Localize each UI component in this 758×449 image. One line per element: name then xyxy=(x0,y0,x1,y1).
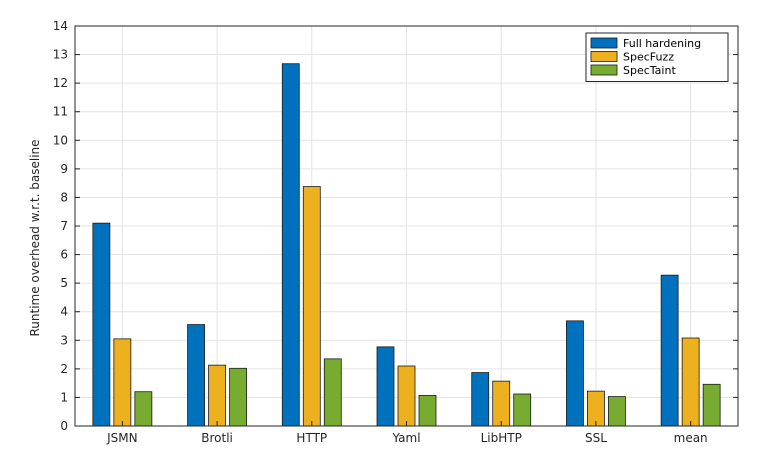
bar-spectaint xyxy=(608,396,626,427)
y-tick-label: 12 xyxy=(53,76,68,90)
x-tick-label: Yaml xyxy=(391,431,420,445)
bar-spectaint xyxy=(418,395,437,427)
legend-entry: Full hardening xyxy=(623,37,701,50)
bar-specfuzz xyxy=(208,364,226,427)
y-tick-label: 5 xyxy=(60,276,68,290)
y-axis-label: Runtime overhead w.r.t. baseline xyxy=(28,139,42,336)
x-tick-label: LibHTP xyxy=(481,431,522,445)
legend-entry: SpecTaint xyxy=(623,64,676,77)
x-tick-label: mean xyxy=(674,431,708,445)
bar-full-hardening xyxy=(187,324,205,427)
y-tick-label: 8 xyxy=(60,190,68,204)
bar-full-hardening xyxy=(92,222,111,427)
bar-specfuzz xyxy=(302,186,321,427)
legend-swatch xyxy=(590,51,618,62)
y-tick-label: 4 xyxy=(60,305,68,319)
y-tick-label: 14 xyxy=(53,19,68,33)
bars xyxy=(92,63,721,427)
bar-specfuzz xyxy=(587,390,605,427)
bar-spectaint xyxy=(702,383,721,427)
bar-spectaint xyxy=(323,358,342,427)
bar-full-hardening xyxy=(566,320,584,427)
y-tick-label: 11 xyxy=(53,105,68,119)
bar-spectaint xyxy=(134,391,153,427)
legend-swatch xyxy=(590,64,618,76)
x-tick-label: HTTP xyxy=(296,431,327,445)
x-ticks: JSMN Brotli HTTP Yaml LibHTP SSL mean xyxy=(106,421,708,445)
x-tick-label: Brotli xyxy=(201,431,233,445)
y-tick-label: 7 xyxy=(60,219,68,233)
bar-full-hardening xyxy=(660,274,679,427)
y-tick-label: 1 xyxy=(60,390,68,404)
y-tick-label: 9 xyxy=(60,162,68,176)
y-tick-label: 0 xyxy=(60,419,68,433)
x-tick-label: SSL xyxy=(585,431,607,445)
bar-specfuzz xyxy=(397,365,416,427)
bar-spectaint xyxy=(229,367,247,427)
y-tick-label: 2 xyxy=(60,362,68,376)
y-tick-label: 3 xyxy=(60,333,68,347)
bar-specfuzz xyxy=(492,380,511,427)
bar-full-hardening xyxy=(376,346,395,427)
bar-full-hardening xyxy=(281,63,300,427)
bar-full-hardening xyxy=(471,372,490,427)
y-tick-label: 10 xyxy=(53,133,68,147)
bar-specfuzz xyxy=(113,338,132,427)
y-tick-label: 6 xyxy=(60,248,68,262)
bar-specfuzz xyxy=(681,337,700,427)
x-tick-label: JSMN xyxy=(106,431,138,445)
y-tick-label: 13 xyxy=(53,48,68,62)
legend-swatch xyxy=(590,37,618,49)
legend-entry: SpecFuzz xyxy=(623,51,674,64)
bar-spectaint xyxy=(513,393,532,427)
